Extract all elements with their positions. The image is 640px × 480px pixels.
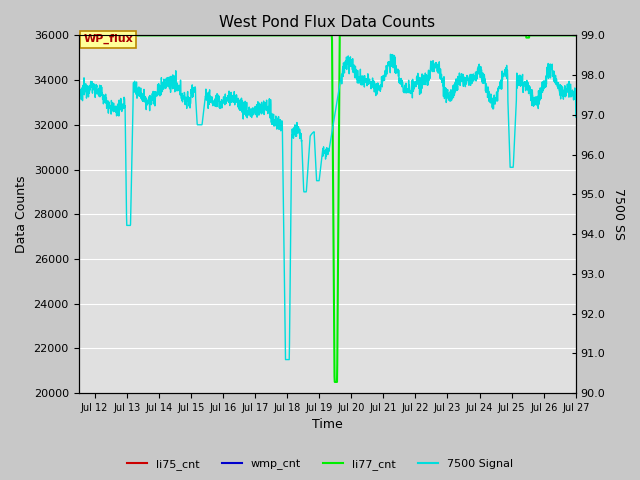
Text: WP_flux: WP_flux bbox=[83, 34, 133, 44]
Y-axis label: 7500 SS: 7500 SS bbox=[612, 188, 625, 240]
X-axis label: Time: Time bbox=[312, 419, 342, 432]
Title: West Pond Flux Data Counts: West Pond Flux Data Counts bbox=[219, 15, 435, 30]
Y-axis label: Data Counts: Data Counts bbox=[15, 176, 28, 253]
Legend: li75_cnt, wmp_cnt, li77_cnt, 7500 Signal: li75_cnt, wmp_cnt, li77_cnt, 7500 Signal bbox=[123, 455, 517, 474]
